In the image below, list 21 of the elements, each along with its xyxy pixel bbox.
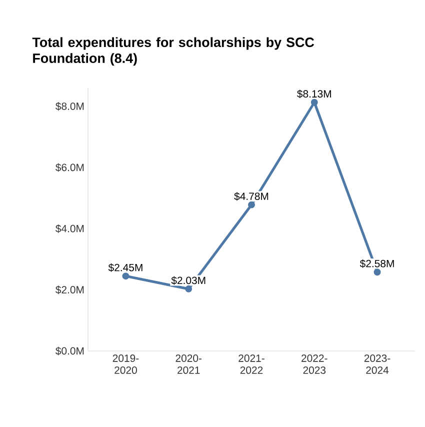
data-label: $4.78M: [234, 192, 268, 201]
x-tick-label: 2020-2021: [176, 354, 202, 374]
x-tick-label: 2023-2024: [364, 354, 390, 374]
y-tick-label: $0.0M: [56, 346, 84, 356]
x-tick-label: 2022-2023: [302, 354, 328, 374]
y-tick-label: $4.0M: [56, 224, 84, 233]
data-label: $2.45M: [108, 263, 142, 272]
point: [185, 285, 192, 292]
point: [122, 272, 130, 280]
y-tick-label: $8.0M: [56, 102, 84, 111]
x-tick-label: 2021-2022: [238, 354, 264, 374]
data-label: $8.13M: [297, 90, 331, 98]
chart-title: Total expenditures for scholarships by SCC Foundation (8.4): [32, 37, 314, 66]
x-tick-label: 2019-2020: [112, 354, 139, 374]
data-label: $2.58M: [360, 259, 394, 268]
point: [374, 268, 381, 276]
data-label: $2.03M: [171, 276, 206, 285]
point: [310, 98, 318, 106]
point: [248, 201, 255, 208]
y-tick-label: $6.0M: [56, 163, 84, 172]
y-tick-label: $2.0M: [56, 286, 84, 294]
